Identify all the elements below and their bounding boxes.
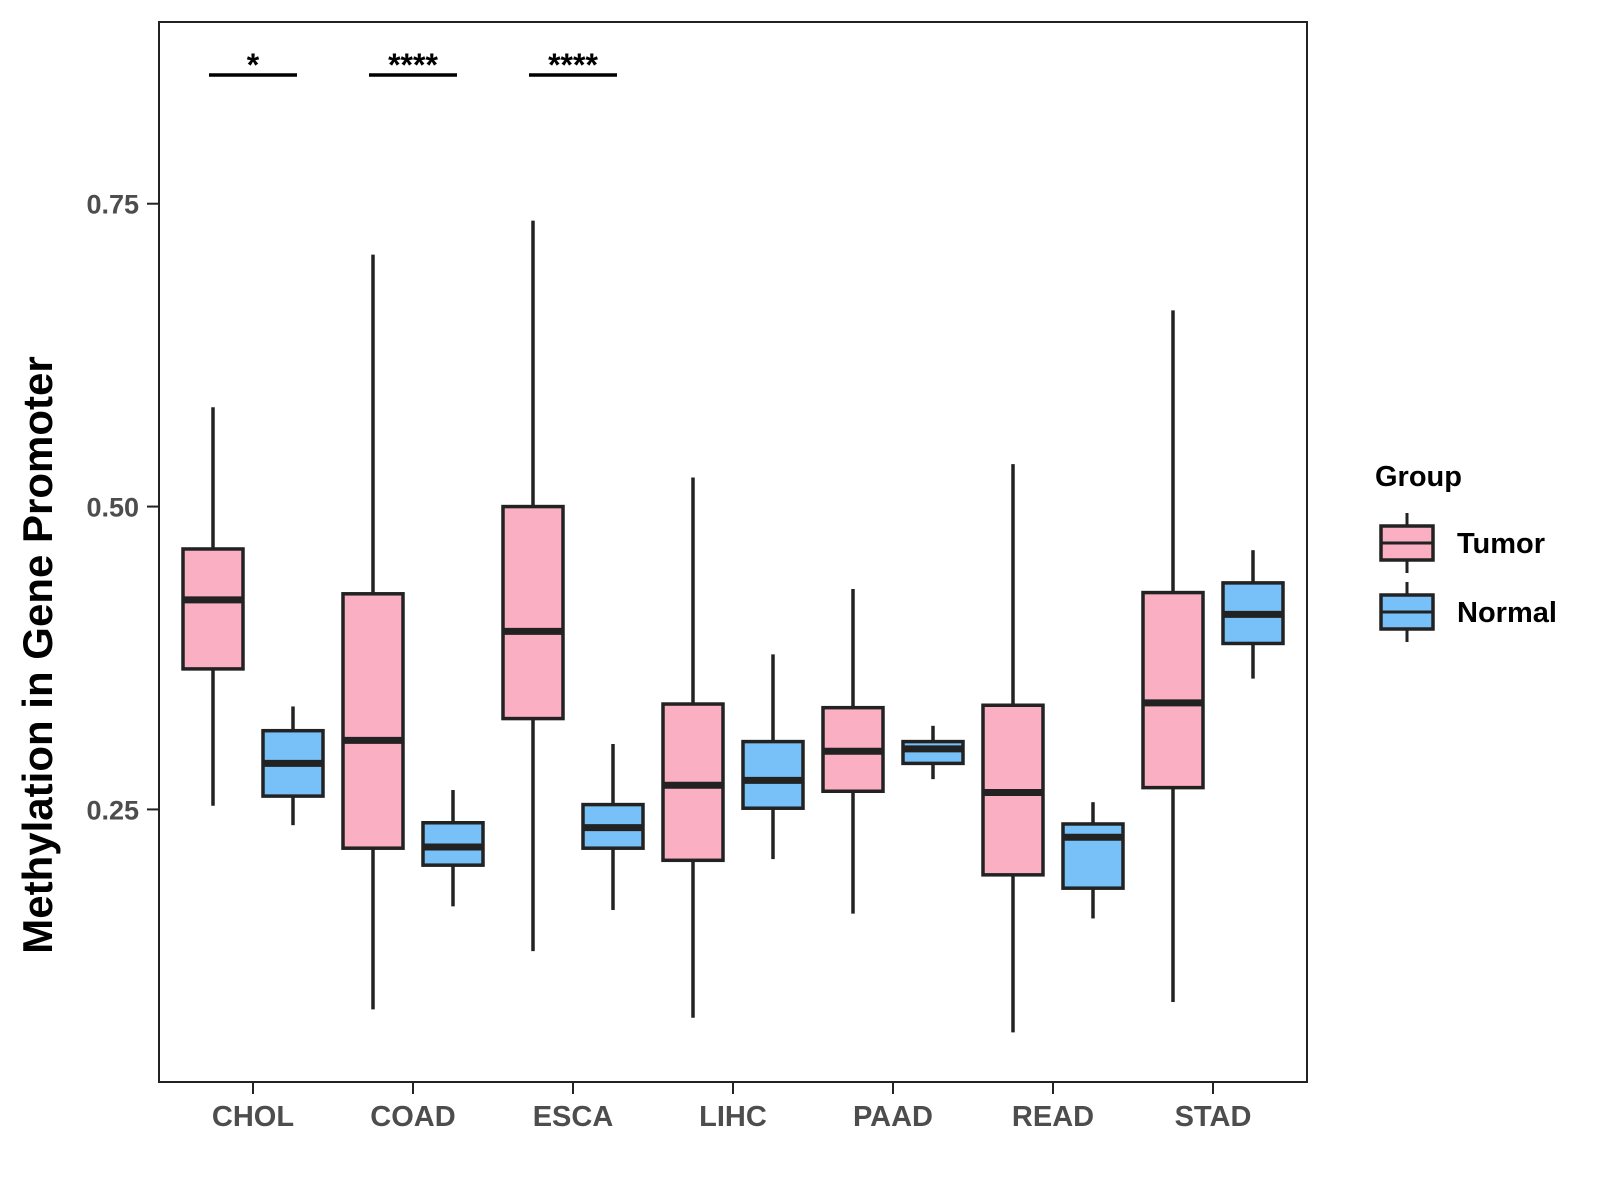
x-tick-label-stad: STAD [1175, 1101, 1252, 1133]
significance-layer: * **** **** [209, 47, 617, 83]
box-normal-coad [421, 790, 485, 907]
x-tick-label-paad: PAAD [853, 1101, 933, 1133]
legend-item-tumor: Tumor [1379, 513, 1545, 573]
significance-esca: **** [529, 47, 617, 83]
x-axis: CHOL COAD ESCA LIHC PAAD READ STAD [212, 1082, 1251, 1133]
x-tick-label-lihc: LIHC [699, 1101, 767, 1133]
box-tumor-esca [501, 220, 565, 952]
box-tumor-chol [181, 407, 245, 806]
x-tick-label-read: READ [1012, 1101, 1094, 1133]
plot-panel [158, 21, 1308, 1083]
box-normal-read [1061, 802, 1125, 919]
y-tick-label: 0.25 [86, 795, 139, 825]
box-normal-lihc [741, 654, 805, 860]
legend-item-normal: Normal [1379, 582, 1557, 642]
legend: Group Tumor Normal [1375, 461, 1557, 642]
significance-label: * [247, 47, 260, 83]
box-tumor-paad [821, 588, 885, 914]
significance-coad: **** [369, 47, 457, 83]
box-iqr [741, 739, 805, 810]
significance-label: **** [548, 47, 598, 83]
y-axis-title: Methylation in Gene Promoter [14, 356, 61, 953]
box-tumor-stad [1141, 310, 1205, 1003]
significance-chol: * [209, 47, 297, 83]
box-tumor-lihc [661, 477, 725, 1018]
box-normal-chol [261, 706, 325, 826]
box-layer [181, 220, 1285, 1033]
y-tick-label: 0.75 [86, 190, 139, 220]
box-tumor-read [981, 464, 1045, 1033]
box-iqr [901, 739, 965, 766]
y-tick-label: 0.50 [86, 493, 139, 523]
box-normal-stad [1221, 550, 1285, 679]
x-tick-label-coad: COAD [370, 1101, 455, 1133]
box-normal-paad [901, 725, 965, 780]
box-iqr [1141, 590, 1205, 790]
x-tick-label-esca: ESCA [533, 1101, 614, 1133]
box-iqr [501, 504, 565, 721]
x-tick-label-chol: CHOL [212, 1101, 294, 1133]
significance-label: **** [388, 47, 438, 83]
box-iqr [181, 547, 245, 671]
legend-label: Tumor [1457, 528, 1545, 560]
y-axis: 0.25 0.50 0.75 [86, 190, 159, 825]
box-iqr [1061, 822, 1125, 890]
legend-label: Normal [1457, 597, 1557, 629]
box-iqr [341, 592, 405, 850]
box-normal-esca [581, 744, 645, 910]
box-tumor-coad [341, 254, 405, 1010]
legend-title: Group [1375, 461, 1462, 493]
